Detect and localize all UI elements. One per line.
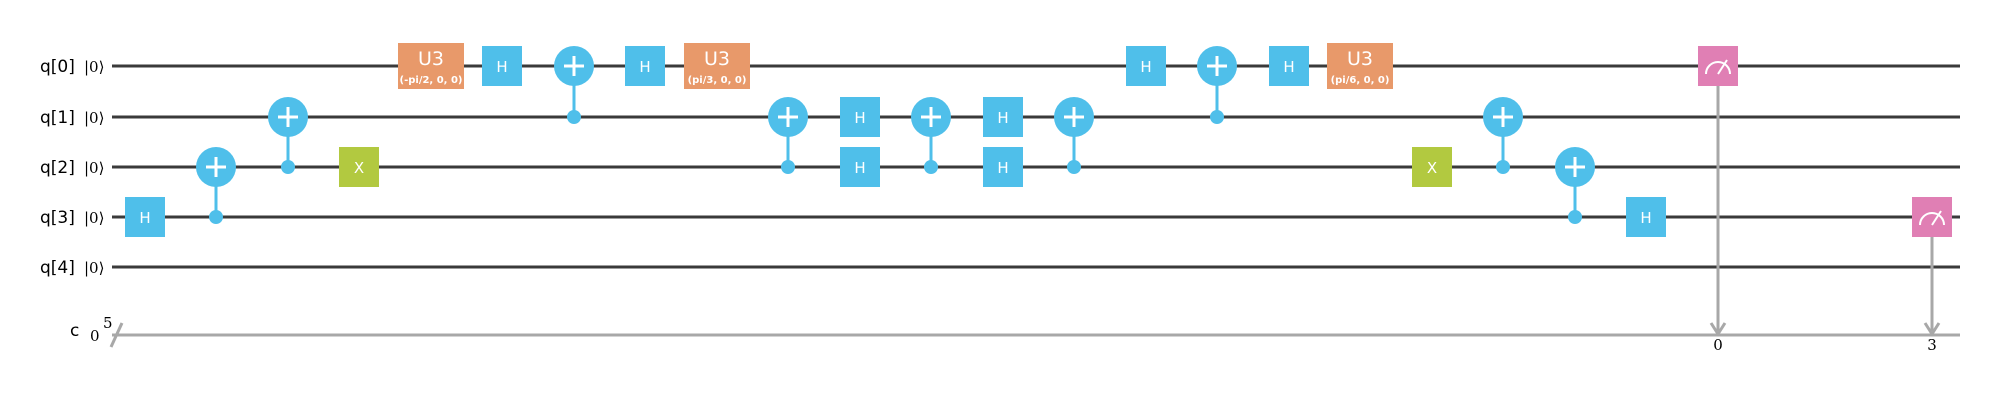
qubit-init-state: |0⟩ — [84, 159, 104, 177]
measure-box — [1912, 197, 1952, 237]
classical-init: 0 — [90, 327, 100, 345]
h-gate: H — [840, 147, 880, 187]
h-gate-box — [840, 147, 880, 187]
qubit-label: q[3] — [40, 208, 75, 228]
u3-gate-label: U3 — [1347, 48, 1373, 70]
cnot-control-dot — [1496, 160, 1510, 174]
cnot-control-dot — [1210, 110, 1224, 124]
h-gate: H — [125, 197, 165, 237]
cnot-control-dot — [567, 110, 581, 124]
qubit-init-state: |0⟩ — [84, 109, 104, 127]
qubit-label: q[4] — [40, 258, 75, 278]
h-gate: H — [1126, 46, 1166, 86]
x-gate: X — [339, 147, 379, 187]
h-gate-box — [1126, 46, 1166, 86]
cnot-control-dot — [1067, 160, 1081, 174]
cbit-index: 0 — [1713, 336, 1723, 354]
qubit-label: q[1] — [40, 108, 75, 128]
h-gate-label: H — [997, 159, 1008, 177]
classical-bus-width: 5 — [103, 314, 113, 332]
u3-gate-box — [398, 43, 464, 89]
h-gate: H — [1626, 197, 1666, 237]
h-gate-label: H — [496, 58, 507, 76]
h-gate-label: H — [639, 58, 650, 76]
cnot-control-dot — [209, 210, 223, 224]
cnot-gate — [268, 97, 308, 174]
wire-labels: q[0] |0⟩ q[1] |0⟩ q[2] |0⟩ q[3] |0⟩ q[4] |0⟩ c 05 — [40, 57, 113, 345]
h-gate-box — [125, 197, 165, 237]
x-gate: X — [1412, 147, 1452, 187]
cnot-gate — [1555, 147, 1595, 224]
measure-box — [1698, 46, 1738, 86]
cnot-gate — [768, 97, 808, 174]
meter-dial-icon — [1705, 61, 1731, 75]
classical-bus-slash — [109, 322, 124, 348]
h-gate-label: H — [1283, 58, 1294, 76]
wires — [109, 64, 1960, 348]
cbit-index: 3 — [1927, 336, 1937, 354]
h-gate: H — [625, 46, 665, 86]
meter-needle-icon — [1931, 210, 1942, 226]
h-gate: H — [983, 97, 1023, 137]
cnot-control-dot — [1568, 210, 1582, 224]
qubit-label: q[2] — [40, 158, 75, 178]
h-gate-label: H — [1640, 209, 1651, 227]
cnot-gate — [911, 97, 951, 174]
h-gate-box — [983, 97, 1023, 137]
u3-gate-params: (-pi/2, 0, 0) — [400, 75, 463, 86]
u3-gate-box — [1327, 43, 1393, 89]
x-gate-box — [339, 147, 379, 187]
h-gate: H — [840, 97, 880, 137]
u3-gate-params: (pi/3, 0, 0) — [688, 75, 747, 86]
cnot-gate — [1197, 46, 1237, 124]
u3-gate: U3 (-pi/2, 0, 0) — [398, 43, 464, 89]
cnot-gate — [1483, 97, 1523, 174]
h-gate-box — [625, 46, 665, 86]
measurement: 0 — [1698, 46, 1738, 354]
cnot-gate — [1054, 97, 1094, 174]
h-gate-box — [1626, 197, 1666, 237]
x-gate-box — [1412, 147, 1452, 187]
h-gate-label: H — [854, 109, 865, 127]
h-gate-label: H — [997, 109, 1008, 127]
qubit-init-state: |0⟩ — [84, 259, 104, 277]
x-gate-label: X — [354, 159, 364, 177]
cnot-control-dot — [281, 160, 295, 174]
h-gate-box — [482, 46, 522, 86]
u3-gate: U3 (pi/3, 0, 0) — [684, 43, 750, 89]
h-gate-box — [1269, 46, 1309, 86]
h-gate: H — [482, 46, 522, 86]
cnot-gate — [554, 46, 594, 124]
h-gate-label: H — [854, 159, 865, 177]
qubit-init-state: |0⟩ — [84, 209, 104, 227]
u3-gate-params: (pi/6, 0, 0) — [1331, 75, 1390, 86]
qubit-init-state: |0⟩ — [84, 58, 104, 76]
meter-needle-icon — [1717, 59, 1728, 75]
h-gate-label: H — [1140, 58, 1151, 76]
gates: H X U3 (-pi/2, 0, 0) H H U3 (pi/3, 0, 0) H H H H H H U… — [125, 43, 1952, 354]
measure-arrow-icon — [1923, 322, 1941, 337]
cnot-gate — [196, 147, 236, 224]
measure-arrow-icon — [1709, 322, 1727, 337]
h-gate-label: H — [139, 209, 150, 227]
qubit-label: q[0] — [40, 57, 75, 77]
classical-label: c — [70, 321, 79, 341]
h-gate: H — [983, 147, 1023, 187]
u3-gate-label: U3 — [704, 48, 730, 70]
x-gate-label: X — [1427, 159, 1437, 177]
u3-gate: U3 (pi/6, 0, 0) — [1327, 43, 1393, 89]
h-gate-box — [983, 147, 1023, 187]
measurement: 3 — [1912, 197, 1952, 354]
cnot-control-dot — [924, 160, 938, 174]
meter-dial-icon — [1919, 212, 1945, 226]
u3-gate-label: U3 — [418, 48, 444, 70]
h-gate: H — [1269, 46, 1309, 86]
cnot-control-dot — [781, 160, 795, 174]
h-gate-box — [840, 97, 880, 137]
u3-gate-box — [684, 43, 750, 89]
